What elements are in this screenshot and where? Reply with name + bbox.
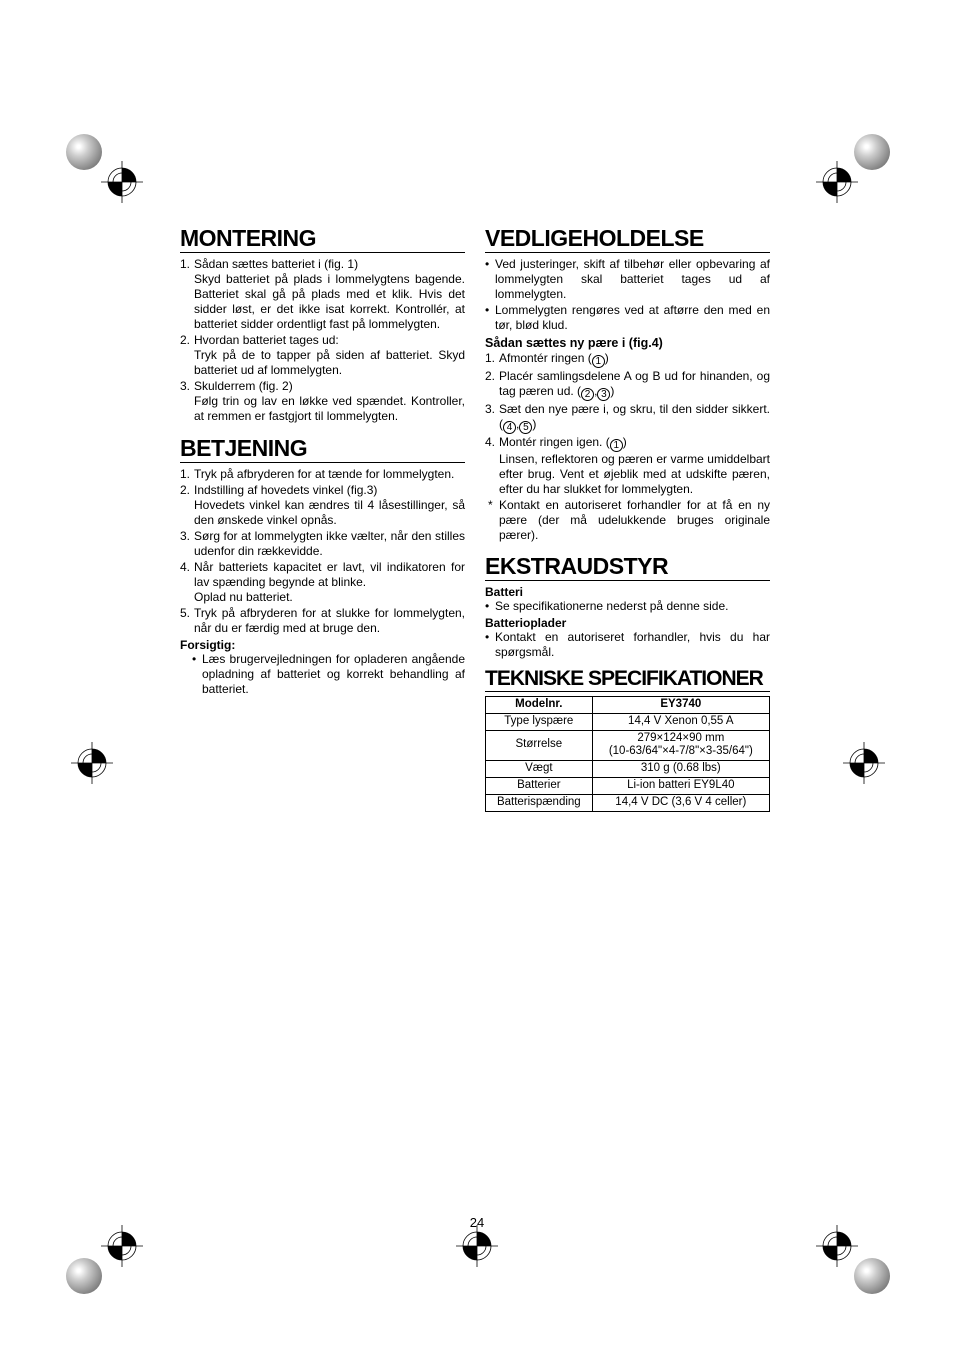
sphere-mark-icon: [854, 134, 890, 170]
saadan-item: 1. Afmontér ringen (1): [485, 351, 770, 368]
table-cell: 310 g (0.68 lbs): [592, 761, 769, 778]
forsigtig-label: Forsigtig:: [180, 638, 465, 652]
right-column: VEDLIGEHOLDELSE Ved justeringer, skift a…: [485, 225, 770, 812]
spec-table: Modelnr. EY3740 Type lyspære 14,4 V Xeno…: [485, 696, 770, 812]
table-row: Batterier Li-ion batteri EY9L40: [486, 777, 770, 794]
betjening-item: 5. Tryk på afbryderen for at slukke for …: [180, 606, 465, 636]
registration-mark-icon: [843, 742, 885, 784]
page-content: MONTERING 1. Sådan sættes batteriet i (f…: [180, 225, 770, 812]
montering-item: 3. Skulderrem (fig. 2) Følg trin og lav …: [180, 379, 465, 424]
table-cell: Størrelse: [486, 730, 593, 761]
registration-mark-icon: [101, 161, 143, 203]
betjening-item: 4. Når batteriets kapacitet er lavt, vil…: [180, 560, 465, 605]
batteri-list: Se specifikationerne nederst på denne si…: [485, 599, 770, 614]
sphere-mark-icon: [854, 1258, 890, 1294]
table-cell: Vægt: [486, 761, 593, 778]
table-cell: Batterispænding: [486, 794, 593, 811]
table-cell: 14,4 V DC (3,6 V 4 celler): [592, 794, 769, 811]
registration-mark-icon: [101, 1225, 143, 1267]
betjening-item: 3. Sørg for at lommelygten ikke vælter, …: [180, 529, 465, 559]
circled-number-icon: 5: [519, 421, 532, 434]
batteri-label: Batteri: [485, 585, 770, 599]
saadan-list: 1. Afmontér ringen (1) 2. Placér samling…: [485, 351, 770, 497]
saadan-item: 3. Sæt den nye pære i, og skru, til den …: [485, 402, 770, 434]
heading-specifikationer: TEKNISKE SPECIFIKATIONER: [485, 667, 770, 692]
table-row: Vægt 310 g (0.68 lbs): [486, 761, 770, 778]
circled-number-icon: 2: [581, 388, 594, 401]
oplader-label: Batterioplader: [485, 616, 770, 630]
registration-mark-icon: [816, 1225, 858, 1267]
circled-number-icon: 3: [597, 388, 610, 401]
table-row: Størrelse 279×124×90 mm (10-63/64"×4-7/8…: [486, 730, 770, 761]
heading-montering: MONTERING: [180, 225, 465, 253]
table-header: EY3740: [592, 697, 769, 714]
betjening-item: 1. Tryk på afbryderen for at tænde for l…: [180, 467, 465, 482]
vedlige-item: Lommelygten rengøres ved at aftørre den …: [485, 303, 770, 333]
oplader-text: Kontakt en autoriseret forhandler, hvis …: [485, 630, 770, 660]
table-cell: 279×124×90 mm (10-63/64"×4-7/8"×3-35/64"…: [592, 730, 769, 761]
heading-saadan: Sådan sættes ny pære i (fig.4): [485, 336, 770, 350]
circled-number-icon: 1: [592, 355, 605, 368]
heading-ekstraudstyr: EKSTRAUDSTYR: [485, 553, 770, 581]
table-cell: Li-ion batteri EY9L40: [592, 777, 769, 794]
vedlige-item: Ved justeringer, skift af tilbehør eller…: [485, 257, 770, 302]
betjening-item: 2. Indstilling af hovedets vinkel (fig.3…: [180, 483, 465, 528]
circled-number-icon: 1: [610, 439, 623, 452]
asterisk-icon: *: [488, 498, 493, 513]
oplader-list: Kontakt en autoriseret forhandler, hvis …: [485, 630, 770, 660]
table-row: Type lyspære 14,4 V Xenon 0,55 A: [486, 713, 770, 730]
heading-vedligeholdelse: VEDLIGEHOLDELSE: [485, 225, 770, 253]
table-cell: Batterier: [486, 777, 593, 794]
sphere-mark-icon: [66, 1258, 102, 1294]
registration-mark-icon: [71, 742, 113, 784]
circled-number-icon: 4: [503, 421, 516, 434]
registration-mark-icon: [816, 161, 858, 203]
two-column-layout: MONTERING 1. Sådan sættes batteriet i (f…: [180, 225, 770, 812]
sphere-mark-icon: [66, 134, 102, 170]
saadan-item: 4. Montér ringen igen. (1) Linsen, refle…: [485, 435, 770, 497]
batteri-text: Se specifikationerne nederst på denne si…: [485, 599, 770, 614]
forsigtig-list: Læs brugervejledningen for opladeren ang…: [180, 652, 465, 697]
table-cell: 14,4 V Xenon 0,55 A: [592, 713, 769, 730]
montering-item: 1. Sådan sættes batteriet i (fig. 1) Sky…: [180, 257, 465, 332]
forsigtig-text: Læs brugervejledningen for opladeren ang…: [180, 652, 465, 697]
betjening-list: 1. Tryk på afbryderen for at tænde for l…: [180, 467, 465, 636]
vedlige-list: Ved justeringer, skift af tilbehør eller…: [485, 257, 770, 333]
table-header: Modelnr.: [486, 697, 593, 714]
note-text: * Kontakt en autoriseret forhandler for …: [485, 498, 770, 543]
registration-mark-icon: [456, 1225, 498, 1267]
left-column: MONTERING 1. Sådan sættes batteriet i (f…: [180, 225, 465, 812]
heading-betjening: BETJENING: [180, 435, 465, 463]
table-row: Batterispænding 14,4 V DC (3,6 V 4 celle…: [486, 794, 770, 811]
saadan-item: 2. Placér samlingsdelene A og B ud for h…: [485, 369, 770, 401]
montering-list: 1. Sådan sættes batteriet i (fig. 1) Sky…: [180, 257, 465, 424]
montering-item: 2. Hvordan batteriet tages ud: Tryk på d…: [180, 333, 465, 378]
table-cell: Type lyspære: [486, 713, 593, 730]
table-row: Modelnr. EY3740: [486, 697, 770, 714]
